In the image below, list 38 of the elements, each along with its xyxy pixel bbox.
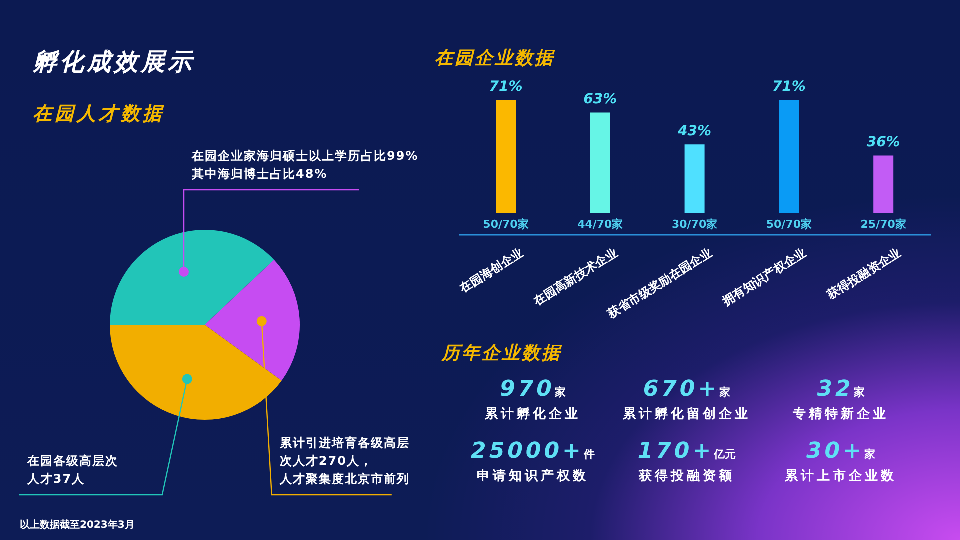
- text: 以上数据截至2023年3月: [20, 518, 135, 532]
- pie-slice: [110, 230, 274, 325]
- category-label: 获得投融资额: [639, 468, 735, 485]
- category-label: 累计孵化企业: [485, 406, 581, 423]
- pie-slice: [205, 260, 300, 381]
- x-tick-label: 拥有知识产权企业: [719, 246, 809, 309]
- slice-label: 在园企业家海归硕士以上学历占比99%其中海归博士占比48%: [191, 149, 419, 181]
- data-label: 71%: [489, 79, 523, 95]
- bar: [779, 100, 800, 213]
- bar: [496, 100, 516, 213]
- category-label: 专精特新企业: [793, 406, 889, 423]
- slice-label: 累计引进培育各级高层次人才270人，人才聚集度北京市前列: [278, 436, 410, 486]
- category-label: 申请知识产权数: [477, 468, 589, 485]
- text: 50/70家: [766, 218, 812, 231]
- bar: [590, 112, 610, 213]
- category-label: 累计上市企业数: [785, 468, 897, 485]
- data-label: 36%: [866, 134, 900, 151]
- text: 50/70家: [483, 218, 529, 231]
- text: 670+家: [643, 377, 731, 402]
- text: 170+亿元: [638, 439, 736, 464]
- category-label: 累计孵化留创企业: [623, 406, 751, 423]
- text: 历年企业数据: [442, 342, 562, 365]
- bar: [874, 156, 894, 213]
- x-tick-label: 获得投融资企业: [824, 246, 904, 303]
- data-label: 43%: [677, 124, 712, 140]
- text: 25000+件: [471, 439, 595, 464]
- text: 30+家: [806, 439, 876, 464]
- data-label: 63%: [584, 92, 618, 108]
- chart-title: 在园企业数据: [435, 47, 555, 70]
- data-label: 71%: [772, 79, 806, 95]
- x-tick-label: 在园海创企业: [456, 246, 526, 296]
- text: 25/70家: [860, 218, 906, 231]
- text: 30/70家: [672, 218, 718, 231]
- bar: [684, 144, 705, 213]
- text: 44/70家: [578, 218, 624, 231]
- chart-title: 孵化成效展示: [33, 47, 195, 78]
- slice-label: 在园各级高层次人才37人: [26, 454, 118, 486]
- chart-subtitle: 在园人才数据: [33, 102, 165, 127]
